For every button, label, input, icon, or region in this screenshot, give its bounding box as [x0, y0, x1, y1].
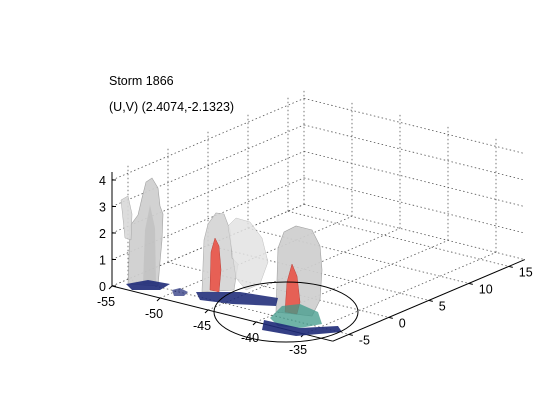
grid-line — [303, 177, 525, 234]
x-tick-label: -50 — [145, 307, 163, 321]
isosurfaces — [120, 177, 323, 328]
grid-line — [303, 124, 525, 181]
x-tick-mark — [108, 285, 113, 290]
y-tick-label: 10 — [479, 282, 493, 296]
x-tick-label: -55 — [97, 295, 115, 309]
x-tick-mark — [156, 297, 161, 302]
z-tick-label: 3 — [99, 201, 106, 215]
y-tick-mark — [468, 282, 473, 285]
base-patch-left — [126, 280, 170, 290]
grid-line — [303, 151, 525, 207]
storm-cell-middle-plume — [227, 217, 269, 291]
y-tick-label: -5 — [359, 333, 370, 347]
y-tick-mark — [388, 316, 393, 319]
y-tick-mark — [348, 333, 353, 336]
y-tick-label: 5 — [439, 299, 446, 313]
storm-cell-right-base-teal — [270, 304, 322, 328]
grid-line — [303, 204, 525, 260]
range-ring — [213, 281, 359, 343]
y-tick-mark — [428, 299, 433, 302]
x-tick-label: -35 — [289, 343, 307, 357]
grid-line — [111, 124, 305, 207]
chart-title: Storm 1866 — [109, 74, 174, 88]
chart-subtitle: (U,V) (2.4074,-2.1323) — [109, 100, 235, 114]
x-tick-label: -45 — [193, 319, 211, 333]
grid-line — [303, 252, 497, 335]
base-patch-middle — [196, 292, 278, 306]
base-reflectivity — [126, 280, 342, 336]
y-tick-mark — [508, 265, 513, 268]
x-tick-mark — [204, 309, 209, 314]
storm-cell-left-core — [143, 205, 156, 284]
grid-line — [111, 98, 305, 181]
y-tick-label: 15 — [519, 265, 533, 279]
z-tick-label: 2 — [99, 227, 106, 241]
base-patch-right — [262, 320, 342, 336]
grid-line — [111, 151, 305, 234]
grid-line — [303, 98, 525, 154]
base-patch-scatter — [172, 288, 188, 296]
z-tick-label: 1 — [99, 254, 106, 268]
z-tick-label: 4 — [99, 174, 106, 188]
grid-line — [111, 177, 305, 260]
y-tick-label: 0 — [399, 316, 406, 330]
z-tick-label: 0 — [99, 280, 106, 294]
x-tick-mark — [252, 321, 257, 326]
x-tick-label: -40 — [241, 331, 259, 345]
storm-cell-left-side — [120, 195, 133, 241]
